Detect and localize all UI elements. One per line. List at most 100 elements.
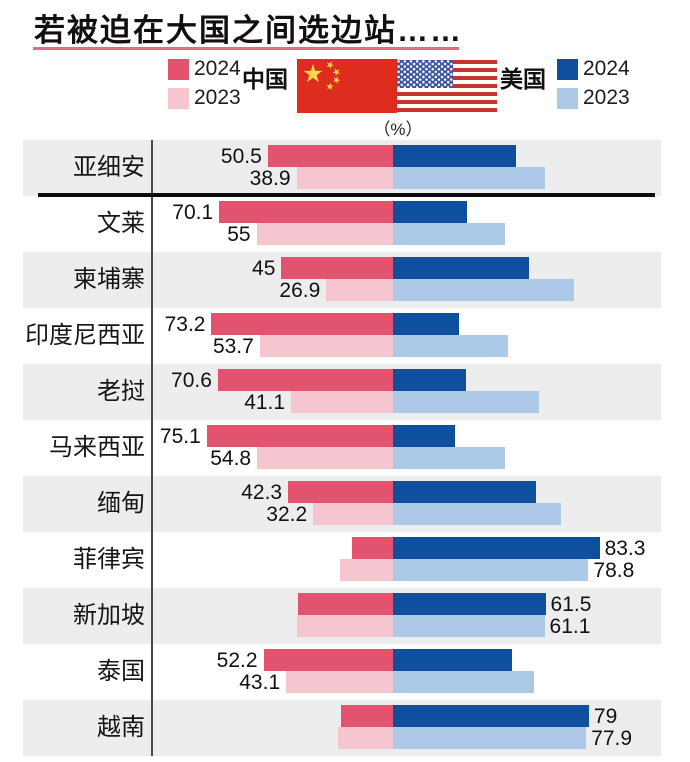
country-row: 越南 79 77.9 [0,700,690,756]
china-2023-bar [296,167,393,189]
country-column-separator [151,140,153,756]
country-label: 马来西亚 [49,434,145,461]
us-2023-bar [393,615,545,637]
us-2024-bar [393,145,516,167]
value-label-2023: 41.1 [244,391,286,414]
value-label-2024: 61.5 [550,593,592,616]
us-2023-bar [393,503,562,525]
china-2023-bar [326,279,393,301]
us-2023-bar [393,447,506,469]
china-2024-bar [263,649,393,671]
legend-china-2024-label: 2024 [194,57,241,80]
value-label-2023: 32.2 [266,503,308,526]
us-2024-bar [393,313,460,335]
us-2023-bar [393,727,587,749]
us-2024-bar [393,593,546,615]
china-2024-bar [219,201,393,223]
country-label: 印度尼西亚 [25,322,145,349]
value-label-2023: 61.1 [549,615,591,638]
value-label-2024: 70.6 [171,369,212,392]
china-2024-bar [217,369,393,391]
us-2024-swatch [557,58,578,80]
legend-us-2023: 2023 [557,86,630,110]
value-label-2023: 78.8 [593,559,635,582]
asean-divider-line [38,193,655,197]
us-2023-swatch [557,87,578,109]
country-row: 印度尼西亚 73.2 53.7 [0,308,690,364]
legend-us-2023-label: 2023 [583,86,630,109]
china-2024-bar [297,593,393,615]
country-label: 泰国 [97,658,145,685]
value-label-2023: 26.9 [279,279,321,302]
legend-us-2024: 2024 [557,57,630,81]
us-2023-bar [393,279,575,301]
china-2024-bar [351,537,393,559]
us-2024-bar [393,257,530,279]
legend-china-2023: 2023 [168,86,241,110]
value-label-2024: 79 [593,705,618,728]
us-2024-bar [393,201,468,223]
us-2023-bar [393,671,535,693]
us-2024-bar [393,705,589,727]
china-side-label: 中国 [242,66,288,92]
us-side-label: 美国 [500,66,546,92]
us-2023-bar [393,223,505,245]
china-2023-swatch [168,87,189,109]
china-2023-bar [286,671,393,693]
value-label-2023: 53.7 [212,335,254,358]
china-2023-bar [313,503,393,525]
china-2024-bar [206,425,393,447]
value-label-2023: 43.1 [239,671,281,694]
china-2024-bar [267,145,393,167]
legend-us-2024-label: 2024 [583,57,630,80]
country-row: 文莱 70.1 55 [0,196,690,252]
value-label-2023: 38.9 [249,167,291,190]
china-2023-bar [257,447,393,469]
country-label: 老挝 [97,378,145,405]
china-2023-bar [291,391,393,413]
us-2023-bar [393,167,545,189]
value-label-2023: 77.9 [591,727,633,750]
country-row: 菲律宾 83.3 78.8 [0,532,690,588]
us-2023-bar [393,335,508,357]
title-underline [33,47,459,50]
china-2023-bar [296,615,393,637]
us-2023-bar [393,559,589,581]
china-2023-bar [338,727,393,749]
china-2024-bar [340,705,393,727]
us-flag-icon [397,60,497,112]
china-flag-icon [297,59,397,113]
value-label-2024: 73.2 [164,313,206,336]
value-label-2024: 70.1 [172,201,214,224]
country-label: 新加坡 [73,602,145,629]
china-2024-bar [211,313,393,335]
page-title: 若被迫在大国之间选边站…… [34,13,463,48]
us-2024-bar [393,649,512,671]
value-label-2024: 52.2 [216,649,258,672]
value-label-2024: 42.3 [241,481,283,504]
us-2024-bar [393,537,600,559]
china-2024-swatch [168,58,189,80]
country-row: 新加坡 61.5 61.1 [0,588,690,644]
value-label-2024: 45 [252,257,276,280]
country-label: 缅甸 [97,490,145,517]
country-row: 缅甸 42.3 32.2 [0,476,690,532]
legend-china-2024: 2024 [168,57,241,81]
china-2024-bar [281,257,393,279]
country-row: 柬埔寨 45 26.9 [0,252,690,308]
value-label-2024: 83.3 [604,537,646,560]
country-label: 菲律宾 [73,546,145,573]
us-2023-bar [393,391,540,413]
legend-china-2023-label: 2023 [194,86,241,109]
china-2023-bar [259,335,393,357]
unit-label: （%） [373,120,423,139]
value-label-2023: 54.8 [210,447,252,470]
country-label: 柬埔寨 [73,266,145,293]
country-row: 马来西亚 75.1 54.8 [0,420,690,476]
country-label: 文莱 [97,210,145,237]
value-label-2024: 75.1 [159,425,201,448]
country-label: 越南 [97,714,145,741]
country-label: 亚细安 [73,154,145,181]
